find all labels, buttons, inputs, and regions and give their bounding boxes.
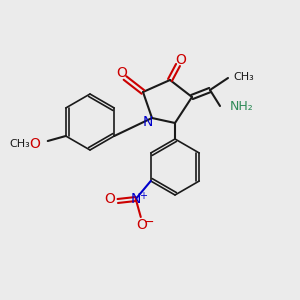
- Text: +: +: [139, 191, 147, 201]
- Text: O: O: [104, 192, 115, 206]
- Text: O: O: [136, 218, 147, 232]
- Text: N: N: [143, 115, 153, 129]
- Text: N: N: [130, 192, 141, 206]
- Text: NH₂: NH₂: [230, 100, 254, 112]
- Text: CH₃: CH₃: [233, 72, 254, 82]
- Text: −: −: [143, 215, 154, 229]
- Text: CH₃: CH₃: [9, 139, 30, 149]
- Text: O: O: [176, 53, 186, 67]
- Text: O: O: [117, 66, 128, 80]
- Text: O: O: [29, 137, 40, 151]
